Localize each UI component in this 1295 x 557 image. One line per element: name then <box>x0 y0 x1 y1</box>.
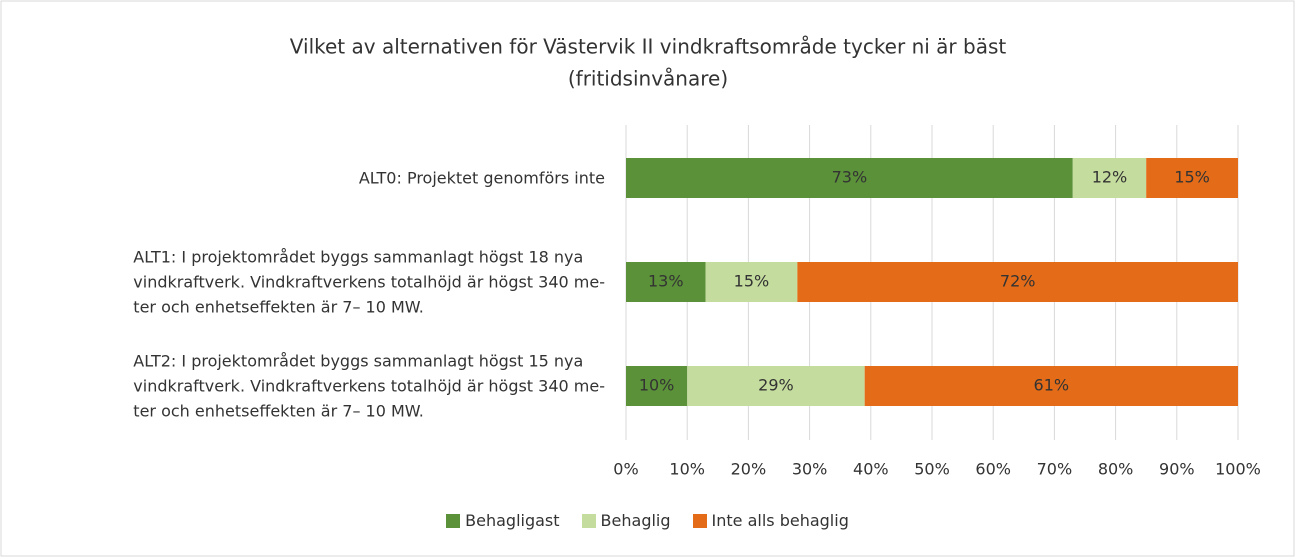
category-label: ALT1: I projektområdet byggs sammanlagt … <box>133 247 605 317</box>
legend-label: Behagligast <box>465 511 560 530</box>
x-tick-label: 80% <box>1098 460 1134 479</box>
legend-swatch <box>692 513 707 528</box>
x-tick-label: 70% <box>1037 460 1073 479</box>
bar-segment <box>705 262 798 302</box>
data-label: 72% <box>1000 272 1036 291</box>
x-tick-label: 90% <box>1159 460 1195 479</box>
legend-label: Inte alls behaglig <box>711 511 849 530</box>
x-tick-label: 60% <box>975 460 1011 479</box>
bar-segment <box>797 262 1238 302</box>
bar-segment <box>1146 158 1238 198</box>
legend: Behagligast Behaglig Inte alls behaglig <box>0 511 1295 530</box>
x-tick-label: 20% <box>731 460 767 479</box>
legend-swatch <box>581 513 596 528</box>
legend-label: Behaglig <box>600 511 671 530</box>
bar-segment <box>687 366 865 406</box>
x-tick-label: 0% <box>613 460 638 479</box>
x-tick-label: 10% <box>669 460 705 479</box>
data-label: 13% <box>648 272 684 291</box>
chart-title: Vilket av alternativen för Västervik II … <box>290 35 1007 59</box>
legend-item: Inte alls behaglig <box>692 511 849 530</box>
chart-subtitle: (fritidsinvånare) <box>568 67 728 91</box>
data-label: 29% <box>758 376 794 395</box>
legend-item: Behaglig <box>581 511 671 530</box>
bar-segment <box>626 366 688 406</box>
x-tick-label: 100% <box>1215 460 1261 479</box>
bar-segment <box>626 262 706 302</box>
data-label: 10% <box>639 376 675 395</box>
bar-segment <box>626 158 1073 198</box>
data-label: 61% <box>1034 376 1070 395</box>
legend-item: Behagligast <box>446 511 560 530</box>
bar-segment <box>1072 158 1147 198</box>
x-tick-label: 30% <box>792 460 828 479</box>
legend-swatch <box>446 513 461 528</box>
bar-segment <box>864 366 1238 406</box>
data-label: 15% <box>1174 168 1210 187</box>
category-label: ALT0: Projektet genomförs inte <box>358 168 605 188</box>
category-label: ALT2: I projektområdet byggs sammanlagt … <box>133 351 605 421</box>
data-label: 12% <box>1092 168 1128 187</box>
data-label: 15% <box>734 272 770 291</box>
data-label: 73% <box>832 168 868 187</box>
x-tick-label: 40% <box>853 460 889 479</box>
x-tick-label: 50% <box>914 460 950 479</box>
